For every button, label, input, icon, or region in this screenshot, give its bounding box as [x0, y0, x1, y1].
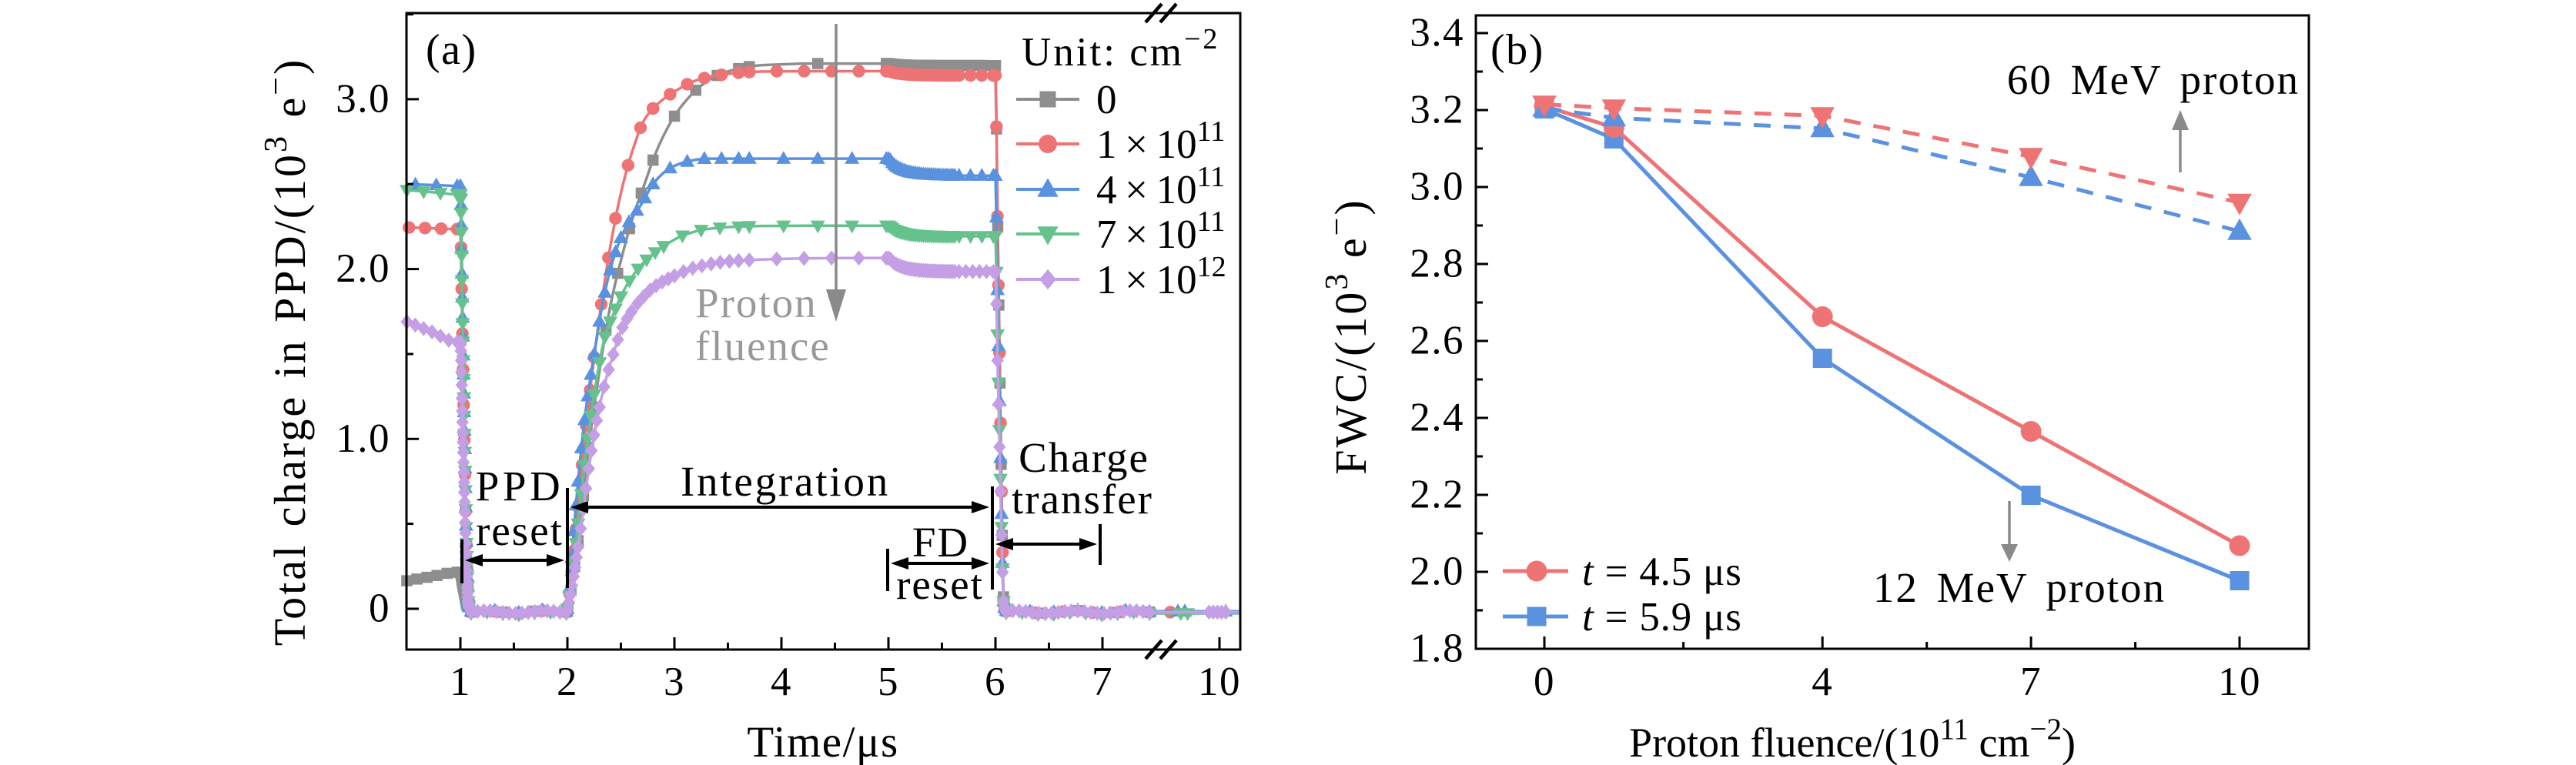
svg-text:2: 2	[557, 660, 578, 704]
svg-text:6: 6	[985, 660, 1006, 704]
svg-text:FWC/(103 e−): FWC/(103 e−)	[1320, 198, 1376, 474]
svg-text:1.0: 1.0	[336, 416, 390, 461]
svg-text:7: 7	[1092, 660, 1113, 704]
svg-text:reset: reset	[896, 561, 984, 608]
svg-text:4: 4	[771, 660, 792, 704]
svg-text:t = 5.9 μs: t = 5.9 μs	[1582, 595, 1742, 640]
svg-text:FD: FD	[912, 519, 969, 566]
svg-text:PPD: PPD	[476, 463, 564, 509]
svg-text:3.0: 3.0	[1410, 165, 1464, 209]
svg-text:Charge: Charge	[1019, 434, 1149, 481]
svg-text:reset: reset	[476, 507, 564, 554]
svg-text:0: 0	[1534, 660, 1555, 704]
svg-text:60 MeV proton: 60 MeV proton	[2007, 56, 2300, 103]
svg-text:5: 5	[878, 660, 899, 704]
svg-text:2.0: 2.0	[1410, 550, 1464, 594]
svg-text:(b): (b)	[1490, 26, 1544, 74]
svg-text:t = 4.5 μs: t = 4.5 μs	[1582, 550, 1742, 594]
svg-text:Time/μs: Time/μs	[747, 718, 898, 765]
svg-text:3: 3	[664, 660, 685, 704]
svg-text:1: 1	[450, 660, 471, 704]
svg-text:7: 7	[2020, 660, 2042, 704]
svg-text:10: 10	[2218, 660, 2261, 704]
svg-text:2.2: 2.2	[1410, 473, 1464, 517]
svg-text:2.6: 2.6	[1410, 319, 1464, 363]
svg-text:4: 4	[1812, 660, 1833, 704]
svg-text:(a): (a)	[426, 26, 477, 74]
svg-text:0: 0	[369, 586, 390, 631]
svg-text:12 MeV proton: 12 MeV proton	[1873, 564, 2166, 611]
svg-text:1.8: 1.8	[1410, 626, 1464, 671]
svg-text:Proton: Proton	[695, 279, 818, 326]
svg-text:Integration: Integration	[681, 458, 890, 505]
svg-text:0: 0	[1096, 78, 1117, 122]
svg-text:3.4: 3.4	[1410, 11, 1464, 55]
svg-text:transfer: transfer	[1012, 476, 1153, 523]
svg-text:Proton fluence/(1011 cm−2): Proton fluence/(1011 cm−2)	[1629, 713, 2076, 765]
svg-text:2.8: 2.8	[1410, 242, 1464, 286]
svg-text:3.2: 3.2	[1410, 88, 1464, 132]
svg-text:3.0: 3.0	[336, 76, 390, 121]
svg-text:10: 10	[1198, 660, 1241, 704]
svg-text:1 × 1011: 1 × 1011	[1096, 115, 1225, 167]
svg-text:2.4: 2.4	[1410, 396, 1464, 440]
svg-text:2.0: 2.0	[336, 246, 390, 291]
svg-text:Total charge in PPD/(103 e−): Total charge in PPD/(103 e−)	[259, 58, 315, 646]
svg-text:fluence: fluence	[695, 322, 831, 369]
